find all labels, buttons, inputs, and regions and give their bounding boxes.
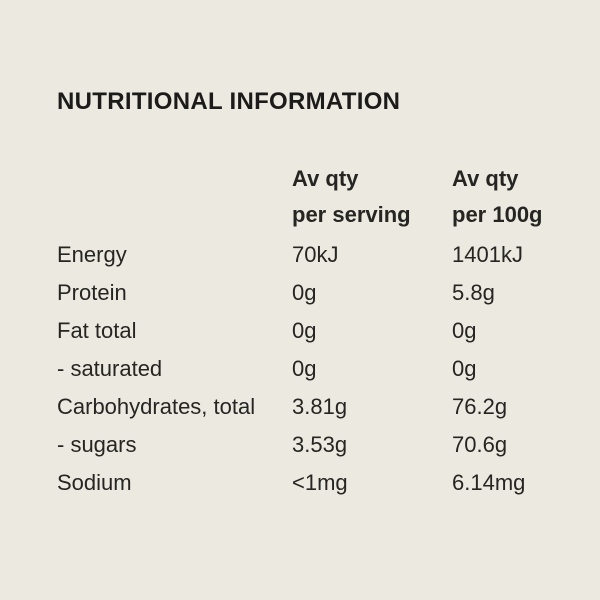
table-row-sugars: - sugars 3.53g 70.6g <box>57 426 562 464</box>
row-value-per-serving: 0g <box>292 318 317 343</box>
column-header-per-100g: Av qty per 100g <box>452 161 562 233</box>
row-value-per-100g: 76.2g <box>452 394 508 419</box>
row-label: Sodium <box>57 470 132 495</box>
row-value-per-100g: 6.14mg <box>452 470 526 495</box>
column-header-line: per 100g <box>452 202 543 227</box>
row-value-per-serving: 0g <box>292 280 317 305</box>
column-header-line: per serving <box>292 202 411 227</box>
row-value-per-serving: <1mg <box>292 470 348 495</box>
table-row-fat-total: Fat total 0g 0g <box>57 312 562 350</box>
row-value-per-100g: 1401kJ <box>452 242 523 267</box>
row-value-per-serving: 70kJ <box>292 242 339 267</box>
table-header-row: Av qty per serving Av qty per 100g <box>57 161 562 233</box>
table-row-protein: Protein 0g 5.8g <box>57 274 562 312</box>
row-value-per-100g: 0g <box>452 318 477 343</box>
row-value-per-100g: 70.6g <box>452 432 508 457</box>
row-label: Energy <box>57 242 127 267</box>
column-header-per-serving: Av qty per serving <box>292 161 452 233</box>
row-value-per-100g: 5.8g <box>452 280 495 305</box>
row-label: Fat total <box>57 318 137 343</box>
row-value-per-serving: 3.81g <box>292 394 348 419</box>
column-header-line: Av qty <box>452 166 519 191</box>
row-value-per-serving: 3.53g <box>292 432 348 457</box>
row-label: Carbohydrates, total <box>57 394 256 419</box>
row-value-per-serving: 0g <box>292 356 317 381</box>
column-header-line: Av qty <box>292 166 359 191</box>
table-body: Energy 70kJ 1401kJ Protein 0g 5.8g Fat t… <box>57 236 562 502</box>
panel-title: NUTRITIONAL INFORMATION <box>57 88 401 115</box>
row-label: Protein <box>57 280 127 305</box>
table-row-carbohydrates: Carbohydrates, total 3.81g 76.2g <box>57 388 562 426</box>
table-row-energy: Energy 70kJ 1401kJ <box>57 236 562 274</box>
table-row-saturated: - saturated 0g 0g <box>57 350 562 388</box>
table-row-sodium: Sodium <1mg 6.14mg <box>57 464 562 502</box>
row-label: - sugars <box>57 432 137 457</box>
row-value-per-100g: 0g <box>452 356 477 381</box>
row-label: - saturated <box>57 356 163 381</box>
nutrition-table: Av qty per serving Av qty per 100g Energ… <box>57 161 562 502</box>
